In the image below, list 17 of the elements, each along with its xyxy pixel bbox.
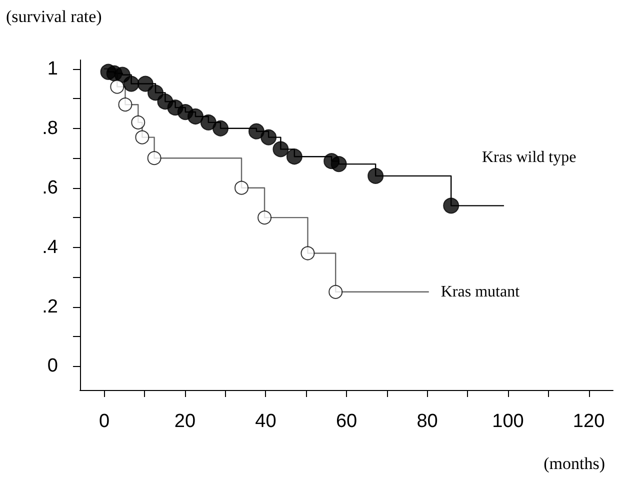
x-axis-title: (months) bbox=[544, 454, 606, 473]
y-tick-label: .8 bbox=[42, 118, 58, 139]
x-tick-label: 80 bbox=[416, 411, 438, 432]
y-tick-label: 0 bbox=[47, 356, 58, 377]
y-axis-title: (survival rate) bbox=[6, 7, 102, 26]
text: Kras wild type bbox=[482, 149, 576, 166]
series-label: Kras mutant bbox=[440, 283, 520, 300]
x-tick-label: 60 bbox=[336, 411, 358, 432]
y-tick-label: .4 bbox=[42, 236, 58, 258]
x-tick-label: 20 bbox=[174, 411, 196, 432]
y-tick-label: .2 bbox=[42, 296, 58, 318]
x-tick-label: 100 bbox=[492, 411, 524, 432]
x-tick-label: 120 bbox=[572, 411, 605, 432]
y-tick-label: .6 bbox=[42, 177, 58, 198]
x-tick-label: 40 bbox=[255, 411, 276, 432]
x-tick-label: 0 bbox=[98, 411, 110, 432]
y-tick-label: 1 bbox=[47, 58, 58, 80]
